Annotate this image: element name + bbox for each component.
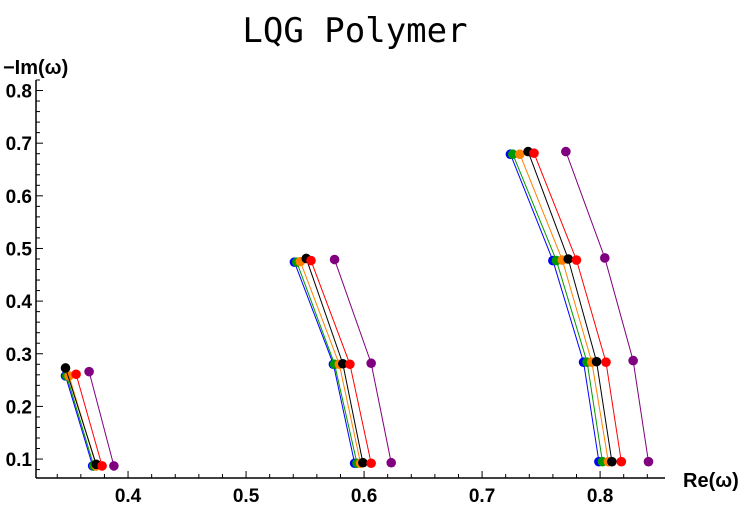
series-line <box>88 371 115 467</box>
data-point <box>366 358 376 369</box>
x-tick-label: 0.4 <box>115 486 142 507</box>
series-4 <box>71 148 627 471</box>
data-point <box>616 456 627 467</box>
series-line <box>519 154 609 462</box>
series-line <box>65 375 94 467</box>
data-point <box>515 149 525 160</box>
y-tick-label: 0.7 <box>6 134 32 155</box>
data-point <box>643 456 654 467</box>
data-point <box>563 254 574 264</box>
series-line <box>509 154 600 462</box>
y-tick-label: 0.8 <box>6 82 32 103</box>
y-tick-label: 0.6 <box>6 187 32 208</box>
y-tick-label: 0.5 <box>6 239 33 260</box>
data-point <box>84 366 94 377</box>
x-tick-label: 0.8 <box>587 486 613 507</box>
plot-area <box>60 146 654 471</box>
series-3 <box>60 146 617 470</box>
series-line <box>565 151 649 462</box>
x-tick-label: 0.5 <box>233 486 260 507</box>
data-point <box>329 254 340 265</box>
data-point <box>507 149 518 160</box>
series-line <box>533 152 622 462</box>
data-point <box>345 359 355 370</box>
data-point <box>607 456 617 467</box>
chart-title: LQG Polymer <box>242 11 467 51</box>
series-0 <box>60 149 604 471</box>
y-tick-label: 0.3 <box>6 345 32 366</box>
y-axis-label: −Im(ω) <box>3 57 68 79</box>
series-line <box>512 154 603 462</box>
data-point <box>358 457 368 468</box>
series-line <box>527 151 613 462</box>
data-point <box>529 148 539 158</box>
series-1 <box>61 149 608 471</box>
data-point <box>306 255 316 266</box>
axes: 0.4 0.5 0.6 0.7 0.8 0.1 0.2 0.3 0.4 0.5 0.6 0.7 0.8 <box>6 79 665 507</box>
series-5 <box>84 146 654 471</box>
data-point <box>601 357 611 367</box>
y-tick-label: 0.1 <box>6 450 33 471</box>
data-point <box>71 369 81 380</box>
data-point <box>628 355 638 366</box>
data-point <box>386 457 397 468</box>
y-tick-label: 0.2 <box>6 397 32 418</box>
data-point <box>366 458 376 469</box>
data-point <box>338 358 348 369</box>
series-line <box>65 367 97 465</box>
x-axis-label: Re(ω) <box>683 470 739 492</box>
data-point <box>561 146 571 157</box>
series-line <box>66 375 95 467</box>
data-point <box>571 255 582 265</box>
data-point <box>591 356 602 367</box>
series-line <box>75 374 103 467</box>
y-tick-label: 0.4 <box>6 292 33 313</box>
data-point <box>97 461 107 471</box>
data-point <box>60 363 71 373</box>
data-point <box>109 461 119 471</box>
x-tick-label: 0.7 <box>469 486 495 507</box>
x-tick-label: 0.6 <box>351 486 377 507</box>
data-point <box>600 253 610 263</box>
